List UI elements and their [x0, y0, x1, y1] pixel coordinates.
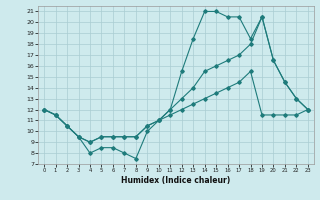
- X-axis label: Humidex (Indice chaleur): Humidex (Indice chaleur): [121, 176, 231, 185]
